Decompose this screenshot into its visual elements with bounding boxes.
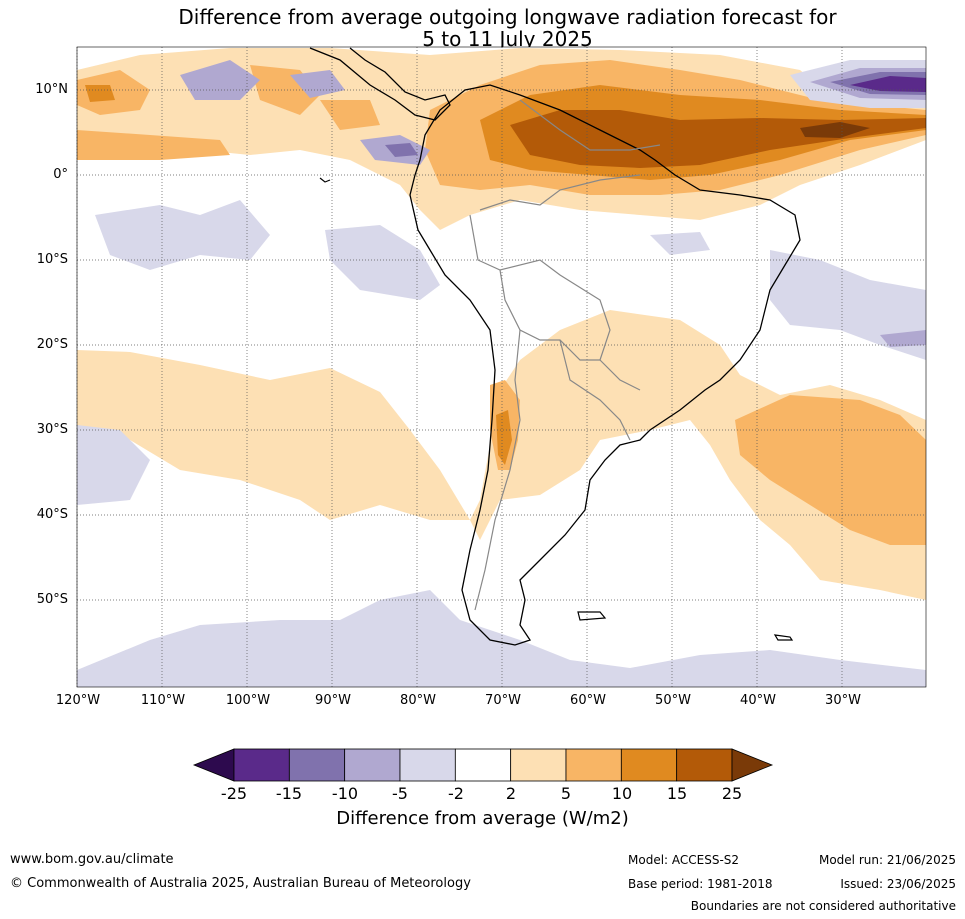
colorbar-segment [288,748,346,782]
lat-label-10n: 10°N [35,82,68,97]
colorbar-tick: 25 [721,784,743,803]
colorbar-segment [233,748,290,782]
anomaly-fields [77,48,926,687]
colorbar-arrow-low [192,748,235,782]
lat-label-40s: 40°S [36,507,68,522]
anomaly-region-negative-2-5 [77,590,926,687]
colorbar-segment [344,748,401,782]
lon-label-60w: 60°W [570,693,606,708]
anomaly-region-negative-2-5 [325,225,440,300]
anomaly-region-positive-10-15 [496,410,512,465]
lat-label-20s: 20°S [36,337,68,352]
anomaly-region-positive-5-10 [77,130,230,160]
footer-issued: Issued: 23/06/2025 [840,877,956,891]
south-america-coastline [409,84,801,646]
country-borders [469,99,661,611]
anomaly-region-positive-5-10 [77,70,150,115]
colorbar-tick: -15 [275,784,303,803]
colorbar-tick: 2 [505,784,517,803]
lon-label-100w: 100°W [225,693,271,708]
lon-label-120w: 120°W [55,693,101,708]
anomaly-region-negative-15-25 [850,76,926,92]
anomaly-region-negative-2-5 [770,250,926,360]
lat-label-0: 0° [53,167,68,182]
map-frame [76,46,927,688]
anomaly-region-negative-2-5 [95,200,270,270]
colorbar-segment [454,748,512,782]
colorbar-segment [676,748,733,782]
colorbar-label: Difference from average (W/m2) [336,808,629,829]
lat-label-50s: 50°S [36,592,68,607]
colorbar-tick: -2 [448,784,464,803]
colorbar-tick: -10 [331,784,359,803]
footer-model-run: Model run: 21/06/2025 [818,853,956,867]
colorbar-segments [192,748,774,782]
anomaly-region-positive-15-25 [510,110,926,168]
colorbar-tick: 10 [611,784,633,803]
islands [319,177,794,641]
map-title-line1: Difference from average outgoing longwav… [178,5,837,29]
colorbar-tick: -25 [220,784,248,803]
lon-label-50w: 50°W [655,693,691,708]
map-title-line2: 5 to 11 July 2025 [422,27,593,51]
anomaly-region-positive-5-10 [320,100,380,130]
anomaly-region-negative-2-5 [650,232,710,255]
central-america-coastline [309,47,451,121]
lat-label-30s: 30°S [36,422,68,437]
footer-model: Model: ACCESS-S2 [628,853,740,867]
graticule [76,47,926,687]
lon-label-40w: 40°W [740,693,776,708]
lon-label-30w: 30°W [825,693,861,708]
colorbar-segment [620,748,678,782]
lat-label-10s: 10°S [36,252,68,267]
anomaly-region-negative-10-15 [385,143,418,157]
anomaly-region-positive-over-25 [800,122,870,138]
footer-website: www.bom.gov.au/climate [10,852,174,867]
footer-base-period: Base period: 1981-2018 [628,877,773,891]
footer-copyright: © Commonwealth of Australia 2025, Austra… [10,876,471,891]
anomaly-region-negative-5-10 [880,330,926,347]
footer-disclaimer: Boundaries are not considered authoritat… [690,899,956,913]
colorbar-segment [565,748,622,782]
colorbar-segment [399,748,456,782]
colorbar-segment [510,748,567,782]
colorbar-tick: 5 [560,784,572,803]
lon-label-110w: 110°W [140,693,186,708]
anomaly-region-negative-2-5 [77,425,150,505]
lon-label-80w: 80°W [400,693,436,708]
anomaly-region-positive-10-15 [85,85,115,102]
lon-label-70w: 70°W [485,693,521,708]
anomaly-region-positive-5-10 [735,395,926,545]
colorbar-tick: 15 [666,784,688,803]
colorbar-arrow-high [731,748,774,782]
anomaly-region-negative-5-10 [290,70,345,98]
colorbar-tick: -5 [392,784,408,803]
lon-label-90w: 90°W [315,693,351,708]
